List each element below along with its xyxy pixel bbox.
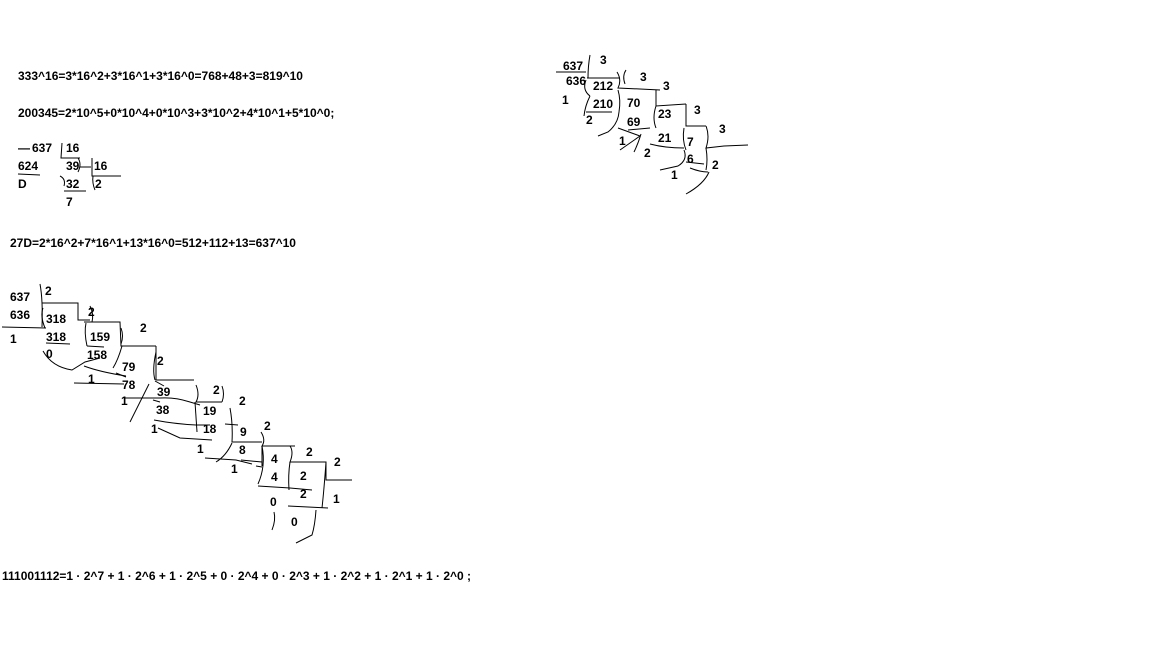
ter-quotient-4: 7 [687,135,694,149]
bin-remainder-9: 0 [291,515,298,529]
bin-quotient-7: 4 [271,452,278,466]
hex-remainder-2: 7 [66,195,73,209]
formula-hex-333: 333^16=3*16^2+3*16^1+3*16^0=768+48+3=819… [18,69,303,83]
bin-divisor-8: 2 [306,445,313,459]
hex-quotient-1: 39 [66,159,80,173]
bin-remainder-6: 1 [197,442,204,456]
bin-quotient-4: 39 [157,385,171,399]
bin-remainder-3: 1 [88,372,95,386]
ter-quotient-2: 70 [627,96,641,110]
bin-sub-9: 2 [300,487,307,501]
ter-sub-3: 69 [627,115,641,129]
ter-divisor-3: 3 [663,79,670,93]
ter-divisor-4: 3 [694,103,701,117]
hex-dash: — [18,141,30,155]
bin-divisor-5: 2 [213,383,220,397]
bin-remainder-1: 1 [10,332,17,346]
bin-sub-8: 4 [271,470,278,484]
ter-remainder-3: 1 [619,134,626,148]
formula-hex-27d: 27D=2*16^2+7*16^1+13*16^0=512+112+13=637… [10,236,296,250]
bin-divisor-1: 2 [45,284,52,298]
bin-quotient-6: 9 [240,425,247,439]
hex-divisor-1: 16 [66,141,80,155]
bin-remainder-8: 0 [270,495,277,509]
ter-quotient-1: 212 [593,79,614,93]
bin-quotient-8: 2 [300,469,307,483]
bin-sub-3: 158 [87,348,108,362]
ter-divisor-2: 3 [640,70,647,84]
ter-sub-2: 210 [593,97,614,111]
ter-sub-1: 636 [566,74,587,88]
ter-sub-5: 6 [687,152,694,166]
bin-divisor-7: 2 [264,419,271,433]
hex-sub-2: 32 [66,177,80,191]
ter-quotient-3: 23 [658,107,672,121]
ter-remainder-2: 2 [586,113,593,127]
bin-remainder-7: 1 [231,462,238,476]
ter-divisor-1: 3 [600,53,607,67]
hex-sub-1: 624 [18,159,39,173]
formula-dec-200345: 200345=2*10^5+0*10^4+0*10^3+3*10^2+4*10^… [18,106,335,120]
bin-sub-2: 318 [46,330,67,344]
ter-remainder-5: 1 [671,168,678,182]
bin-quotient-5: 19 [203,404,217,418]
bin-remainder-5: 1 [151,422,158,436]
bin-divisor-6: 2 [239,394,246,408]
bin-remainder-2: 0 [46,347,53,361]
bin-quotient-1: 318 [46,312,67,326]
hex-dividend: 637 [32,141,53,155]
bin-divisor-3: 2 [140,321,147,335]
ter-remainder-4: 2 [644,146,651,160]
ter-quotient-5: 2 [712,158,719,172]
bin-remainder-4: 1 [121,394,128,408]
bin-sub-7: 8 [239,443,246,457]
formula-binary: 111001112=1 · 2^7 + 1 · 2^6 + 1 · 2^5 + … [2,569,472,583]
bin-quotient-3: 79 [122,360,136,374]
bin-sub-1: 636 [10,308,31,322]
bin-sub-5: 38 [156,403,170,417]
hex-remainder-1: D [18,177,27,191]
bin-sub-4: 78 [122,378,136,392]
bin-divisor-4: 2 [157,354,164,368]
bin-sub-6: 18 [203,422,217,436]
bin-dividend: 637 [10,290,31,304]
hex-divisor-2: 16 [94,159,108,173]
ter-remainder-1: 1 [562,93,569,107]
bin-divisor-9: 2 [334,455,341,469]
ter-divisor-5: 3 [719,122,726,136]
bin-quotient-2: 159 [90,330,111,344]
bin-quotient-9: 1 [333,492,340,506]
ter-sub-4: 21 [658,131,672,145]
bin-divisor-2: 2 [88,305,95,319]
hex-quotient-2: 2 [95,177,102,191]
ter-dividend: 637 [563,59,584,73]
